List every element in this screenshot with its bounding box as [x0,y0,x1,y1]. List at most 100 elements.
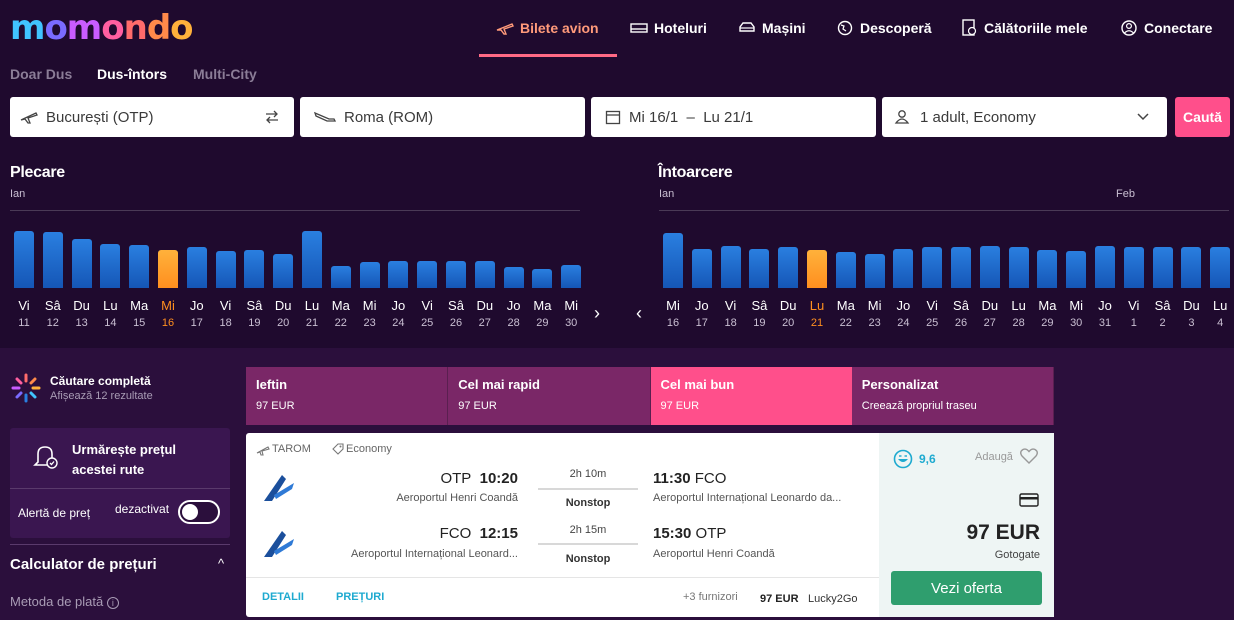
return-day-number[interactable]: 31 [1098,317,1112,329]
nav-hotels[interactable]: Hoteluri [630,0,707,56]
return-day-number[interactable]: 22 [839,317,852,329]
departure-price-bar[interactable] [532,269,553,288]
departure-day-label[interactable]: Vi [18,298,30,313]
departure-price-bar[interactable] [215,251,236,288]
departure-day-number[interactable]: 21 [305,317,319,329]
departure-price-bar[interactable] [244,250,265,288]
return-day-label[interactable]: Jo [1098,298,1112,313]
departure-day-number[interactable]: 17 [190,317,203,329]
departure-day-label[interactable]: Ma [533,298,552,313]
return-day-label[interactable]: Jo [896,298,911,313]
return-price-bar[interactable] [691,249,712,288]
alt-provider[interactable]: Lucky2Go [808,593,858,605]
view-deal-button[interactable]: Vezi oferta [891,571,1042,605]
return-day-number[interactable]: 26 [954,317,968,329]
trip-one-way[interactable]: Doar Dus [10,66,73,82]
departure-day-number[interactable]: 27 [478,317,491,329]
return-price-bar[interactable] [835,252,856,288]
departure-price-bar[interactable] [129,245,150,288]
return-day-label[interactable]: Vi [1128,298,1140,313]
departure-day-label[interactable]: Ma [130,298,149,313]
chevron-up-icon[interactable]: ^ [218,556,225,571]
tab-custom[interactable]: Personalizat Creează propriul traseu [851,367,1054,425]
departure-price-bar[interactable] [42,232,63,288]
nav-flights[interactable]: Bilete avion [496,0,599,56]
return-day-number[interactable]: 1 [1130,317,1137,329]
departure-day-number[interactable]: 20 [277,317,290,329]
return-day-label[interactable]: Sâ [953,298,969,313]
return-day-label[interactable]: Ma [1038,298,1057,313]
return-price-bar[interactable] [720,246,741,288]
departure-day-label[interactable]: Lu [103,298,118,313]
price-alert-toggle[interactable] [178,500,220,524]
trip-round-trip[interactable]: Dus-întors [97,66,167,82]
departure-price-bar[interactable] [100,244,121,288]
departure-day-number[interactable]: 29 [536,317,549,329]
dates-field[interactable]: Mi 16/1 – Lu 21/1 [591,97,876,137]
departure-price-bar[interactable] [359,262,380,288]
return-day-number[interactable]: 19 [753,317,766,329]
return-price-bar[interactable] [1008,247,1029,288]
tab-best[interactable]: Cel mai bun 97 EUR [650,367,852,425]
departure-price-bar[interactable] [474,261,495,288]
return-day-label[interactable]: Vi [724,298,737,313]
return-day-label[interactable]: Jo [694,298,709,313]
departure-day-number[interactable]: 11 [18,317,30,329]
nav-login[interactable]: Conectare [1120,0,1212,56]
swap-icon[interactable] [264,110,280,124]
return-price-bar[interactable] [1123,247,1144,288]
return-price-bar[interactable] [749,249,770,288]
nav-explore[interactable]: Descoperă [836,0,932,56]
trip-multi-city[interactable]: Multi-City [193,66,257,82]
departure-price-bar[interactable] [330,266,351,288]
return-day-number[interactable]: 18 [724,317,737,329]
departure-day-number[interactable]: 30 [565,317,578,329]
departure-day-number[interactable]: 23 [363,317,376,329]
departure-day-label[interactable]: Mi [161,298,175,313]
add-label[interactable]: Adaugă [975,451,1013,463]
travelers-field[interactable]: 1 adult, Economy [882,97,1167,137]
return-price-bar[interactable] [979,246,1000,288]
departure-day-number[interactable]: 14 [104,317,117,329]
departure-price-bar[interactable] [71,239,92,288]
departure-price-bar[interactable] [273,254,294,288]
return-price-bar[interactable] [864,254,885,288]
tab-fastest[interactable]: Cel mai rapid 97 EUR [448,367,651,425]
return-price-bar[interactable] [1095,246,1115,288]
departure-day-number[interactable]: 25 [421,317,434,329]
return-day-label[interactable]: Lu [809,298,825,313]
return-price-bar[interactable] [1181,247,1202,288]
return-day-number[interactable]: 21 [810,317,824,329]
return-price-bar[interactable] [1152,247,1173,288]
departure-day-number[interactable]: 19 [248,317,261,329]
calendar-next-arrow[interactable]: › [594,303,600,323]
departure-day-label[interactable]: Vi [421,298,433,313]
departure-day-label[interactable]: Mi [564,298,579,313]
departure-day-label[interactable]: Mi [362,298,377,313]
calendar-prev-arrow[interactable]: ‹ [636,303,642,323]
return-price-bar[interactable] [1037,250,1058,288]
departure-day-label[interactable]: Lu [304,298,320,313]
departure-price-bar[interactable] [302,231,322,288]
return-day-number[interactable]: 27 [983,317,996,329]
return-day-label[interactable]: Ma [836,298,855,313]
return-day-number[interactable]: 3 [1188,317,1195,329]
departure-day-label[interactable]: Jo [506,298,521,313]
departure-day-number[interactable]: 22 [334,317,347,329]
departure-price-bar[interactable] [417,261,438,288]
departure-day-label[interactable]: Du [73,298,90,313]
departure-price-bar[interactable] [561,265,582,288]
departure-day-number[interactable]: 26 [449,317,463,329]
departure-day-label[interactable]: Du [274,298,292,313]
departure-day-label[interactable]: Jo [391,298,406,313]
departure-day-number[interactable]: 24 [392,317,405,329]
departure-price-bar[interactable] [14,231,34,288]
return-day-label[interactable]: Du [1183,298,1200,313]
return-day-number[interactable]: 30 [1070,317,1083,329]
return-price-bar[interactable] [663,233,683,288]
heart-icon[interactable] [1019,447,1039,465]
return-day-number[interactable]: 28 [1012,317,1025,329]
origin-field[interactable]: București (OTP) [10,97,294,137]
return-day-label[interactable]: Sâ [1154,298,1171,313]
return-day-label[interactable]: Mi [1069,298,1084,313]
